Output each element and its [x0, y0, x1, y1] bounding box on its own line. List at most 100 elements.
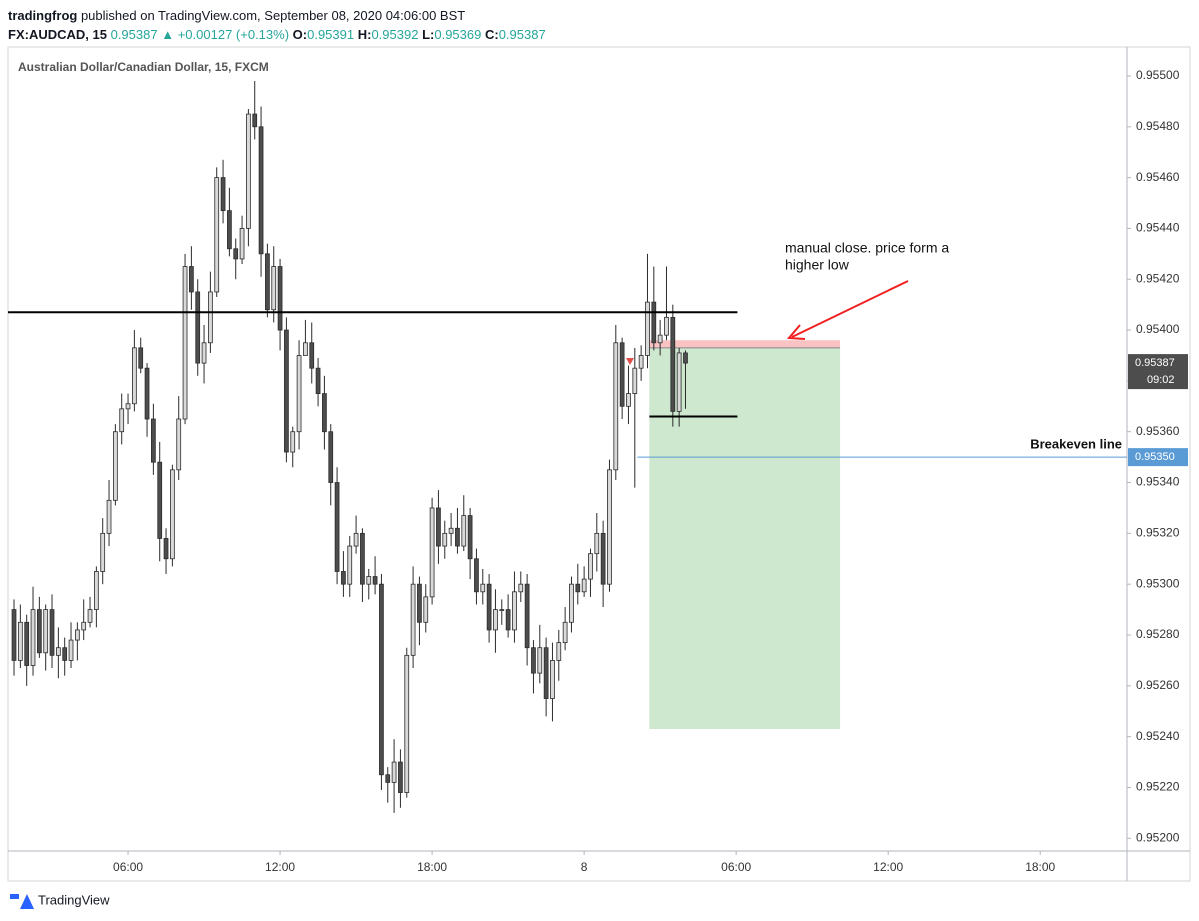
candle-body — [505, 609, 511, 631]
candle-body — [144, 367, 150, 420]
candle-body — [81, 621, 87, 631]
candle-body — [474, 558, 479, 593]
candle-body — [581, 578, 587, 593]
candle-body — [68, 639, 74, 661]
candle-body — [569, 583, 574, 623]
candle-body — [455, 527, 460, 547]
candle-body — [613, 342, 619, 471]
candle-body — [138, 347, 144, 369]
candle-body — [410, 583, 416, 656]
candle-body — [328, 431, 334, 483]
candle-body — [480, 583, 486, 593]
candle-body — [379, 583, 384, 776]
arrow-head — [786, 324, 806, 340]
candle-body — [100, 532, 106, 572]
countdown: 09:02 — [1147, 374, 1175, 386]
candle-body — [417, 583, 422, 623]
y-tick-label: 0.95260 — [1136, 678, 1180, 692]
logo-text: TradingView — [38, 892, 110, 907]
candle-body — [246, 113, 251, 229]
change: +0.00127 (+0.13%) — [177, 27, 290, 42]
candle-body — [11, 609, 17, 661]
arrow — [791, 280, 909, 338]
candle-body — [512, 591, 517, 631]
candle-body — [550, 660, 555, 699]
x-tick-label: 12:00 — [873, 860, 903, 874]
candle-body — [201, 342, 207, 364]
candle-body — [632, 367, 638, 394]
candle-body — [30, 609, 36, 666]
ohlc-value: 0.95387 — [498, 27, 546, 42]
candle-body — [195, 291, 201, 364]
candle-body — [556, 642, 562, 661]
x-tick-label: 06:00 — [721, 860, 751, 874]
candle-body — [334, 482, 340, 572]
candle-body — [436, 507, 441, 547]
chart-title: Australian Dollar/Canadian Dollar, 15, F… — [18, 60, 269, 74]
author: tradingfrog — [8, 8, 78, 23]
candle-body — [24, 621, 30, 666]
y-tick-label: 0.95420 — [1136, 271, 1180, 285]
candle-body — [448, 527, 454, 534]
candle-body — [119, 408, 125, 433]
candle-body — [683, 352, 688, 364]
candle-body — [499, 609, 505, 611]
annotation: manual close. price form a — [785, 240, 949, 256]
candle-body — [182, 266, 188, 420]
published: published on TradingView.com, September … — [80, 8, 466, 23]
annotation: higher low — [785, 257, 850, 273]
candle-body — [55, 647, 61, 656]
y-tick-label: 0.95400 — [1136, 322, 1180, 336]
candle-body — [220, 177, 226, 212]
candle-body — [233, 248, 239, 260]
candle-body — [391, 761, 397, 783]
candle-body — [277, 266, 283, 331]
candle-body — [227, 210, 232, 250]
candle-body — [239, 228, 245, 260]
candle-body — [575, 583, 581, 593]
candle-body — [151, 418, 156, 463]
breakeven-label: 0.95350 — [1135, 451, 1175, 463]
candle-body — [619, 342, 625, 407]
candle-body — [524, 583, 530, 649]
candle-body — [353, 532, 359, 547]
candle-body — [290, 431, 296, 453]
candle-body — [309, 342, 315, 369]
candle-body — [17, 621, 23, 661]
ohlc-key: L: — [422, 27, 435, 42]
candle-body — [562, 621, 568, 644]
candle-body — [670, 316, 676, 412]
ohlc-key: C: — [484, 27, 499, 42]
candle-body — [531, 647, 536, 674]
last: 0.95387 — [110, 27, 158, 42]
candle-body — [176, 418, 182, 471]
frame — [7, 46, 1191, 882]
y-tick-label: 0.95200 — [1136, 830, 1180, 844]
candle-body — [651, 301, 657, 344]
candle-body — [303, 342, 308, 356]
candle-body — [106, 499, 112, 534]
candle-body — [366, 576, 372, 585]
breakeven-box — [1128, 448, 1188, 467]
candle-body — [398, 761, 403, 793]
last-price-label: 0.95387 — [1135, 357, 1175, 369]
candle-body — [252, 113, 258, 128]
candle-body — [189, 266, 194, 293]
candle-body — [94, 571, 99, 610]
candle-body — [607, 469, 612, 585]
header-line: tradingfrog published on TradingView.com… — [8, 6, 546, 25]
candle-body — [74, 629, 80, 641]
candle-body — [125, 403, 131, 410]
candle-body — [467, 515, 473, 560]
x-tick-label: 18:00 — [417, 860, 447, 874]
candle-body — [543, 647, 549, 699]
candle-body — [265, 253, 270, 311]
candle-body — [493, 609, 498, 631]
header-line: FX:AUDCAD, 15 0.95387 ▲ +0.00127 (+0.13%… — [8, 25, 546, 44]
candle-body — [518, 583, 524, 593]
candle-body — [113, 431, 118, 501]
marker — [626, 358, 634, 365]
y-tick-label: 0.95240 — [1136, 729, 1180, 743]
y-tick-label: 0.95460 — [1136, 170, 1180, 184]
